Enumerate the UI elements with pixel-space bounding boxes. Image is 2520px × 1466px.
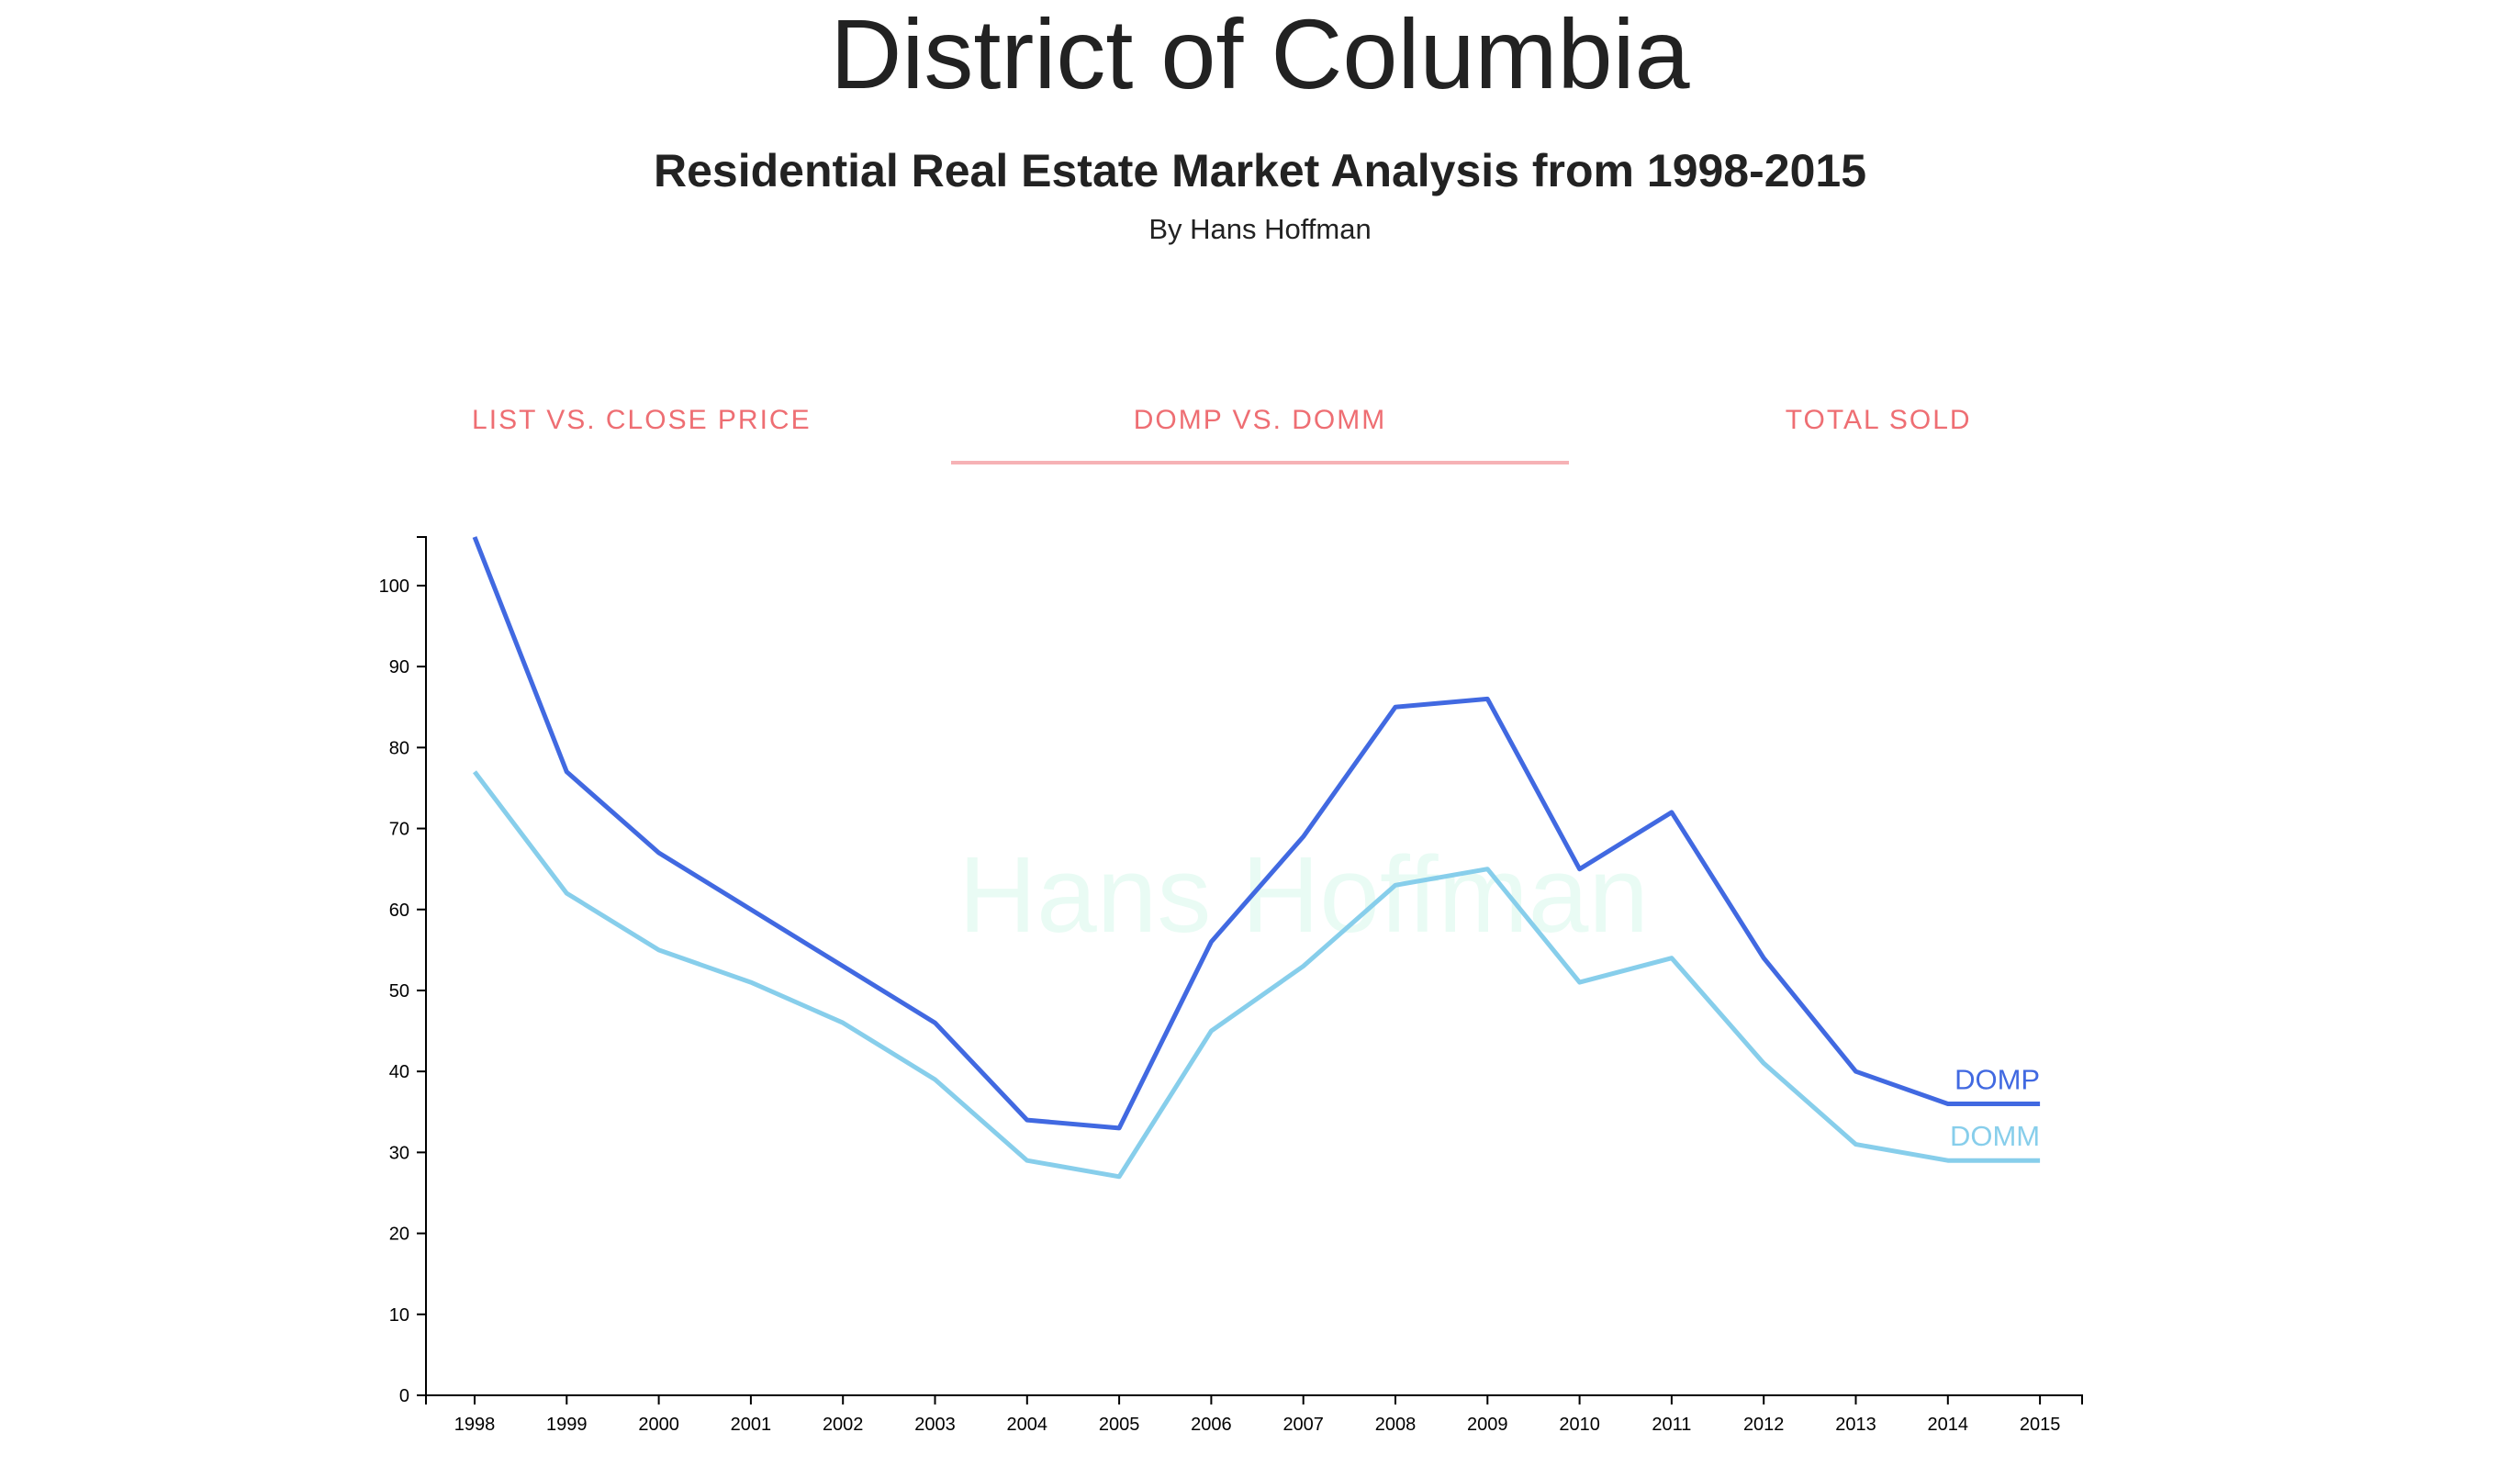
- x-tick-label: 2005: [1099, 1415, 1140, 1435]
- series-label-domm: DOMM: [1950, 1120, 2040, 1152]
- chart-tabs: LIST VS. CLOSE PRICE DOMP VS. DOMM TOTAL…: [332, 386, 2188, 464]
- y-tick-label: 90: [389, 657, 409, 677]
- y-tick-label: 0: [399, 1386, 409, 1406]
- x-tick-label: 1999: [546, 1415, 588, 1435]
- x-tick-label: 2006: [1191, 1415, 1232, 1435]
- series-label-domp: DOMP: [1954, 1063, 2040, 1095]
- x-tick-label: 2011: [1652, 1415, 1691, 1435]
- line-chart: Hans Hoffman 0 10 20 30 40 50 60 70 80 90 100 1998 1…: [379, 536, 2083, 1435]
- x-tick-label: 2009: [1467, 1415, 1508, 1435]
- x-tick-label: 2015: [2020, 1415, 2061, 1435]
- x-tick-label: 2000: [638, 1415, 679, 1435]
- y-tick-label: 10: [389, 1305, 409, 1326]
- y-tick-label: 70: [389, 820, 409, 840]
- chart-watermark: Hans Hoffman: [958, 834, 1649, 956]
- y-tick-label: 100: [379, 576, 409, 597]
- page-title: District of Columbia: [830, 0, 1690, 109]
- x-axis-line: [425, 1394, 2083, 1404]
- tab-list-vs-close-price[interactable]: LIST VS. CLOSE PRICE: [472, 405, 812, 435]
- x-tick-label: 2007: [1282, 1415, 1324, 1435]
- x-tick-label: 2003: [914, 1415, 956, 1435]
- y-tick-label: 80: [389, 738, 409, 758]
- y-tick-label: 30: [389, 1143, 409, 1163]
- series-line-domp: [472, 536, 2041, 1131]
- x-tick-label: 2001: [731, 1415, 772, 1435]
- author-byline: By Hans Hoffman: [1148, 213, 1372, 245]
- chart-container: Hans Hoffman 0 10 20 30 40 50 60 70 80 90 100 1998 1…: [0, 514, 2520, 1461]
- page-subtitle: Residential Real Estate Market Analysis …: [654, 145, 1866, 196]
- x-tick-label: 2004: [1007, 1415, 1048, 1435]
- chart-axes: 0 10 20 30 40 50 60 70 80 90 100 1998 1999 2000 2001 20…: [379, 536, 2083, 1435]
- y-tick-label: 40: [389, 1062, 409, 1082]
- x-tick-label: 2012: [1743, 1415, 1785, 1435]
- x-tick-label: 2013: [1835, 1415, 1876, 1435]
- y-tick-label: 60: [389, 901, 409, 921]
- tab-domp-vs-domm[interactable]: DOMP VS. DOMM: [950, 386, 1570, 464]
- y-tick-label: 20: [389, 1225, 409, 1245]
- tab-total-sold[interactable]: TOTAL SOLD: [1785, 405, 1972, 435]
- x-tick-label: 2014: [1928, 1415, 1969, 1435]
- x-tick-label: 2008: [1375, 1415, 1417, 1435]
- series-line-domm: [473, 770, 2041, 1180]
- y-tick-label: 50: [389, 981, 409, 1002]
- x-tick-label: 2010: [1559, 1415, 1600, 1435]
- chart-series: DOMP DOMM: [472, 536, 2041, 1180]
- x-tick-label: 1998: [454, 1415, 496, 1435]
- x-tick-label: 2002: [823, 1415, 864, 1435]
